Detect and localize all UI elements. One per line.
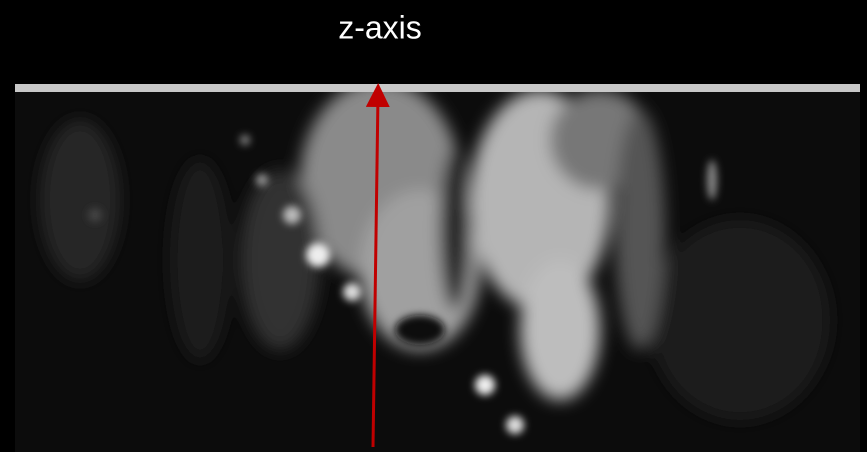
microscopy-image: [15, 80, 860, 452]
axis-label: z-axis: [338, 9, 422, 45]
page: {"label": "z-axis"} z-axis: [0, 0, 867, 452]
figure: z-axis: [0, 0, 867, 452]
border: [15, 84, 860, 93]
